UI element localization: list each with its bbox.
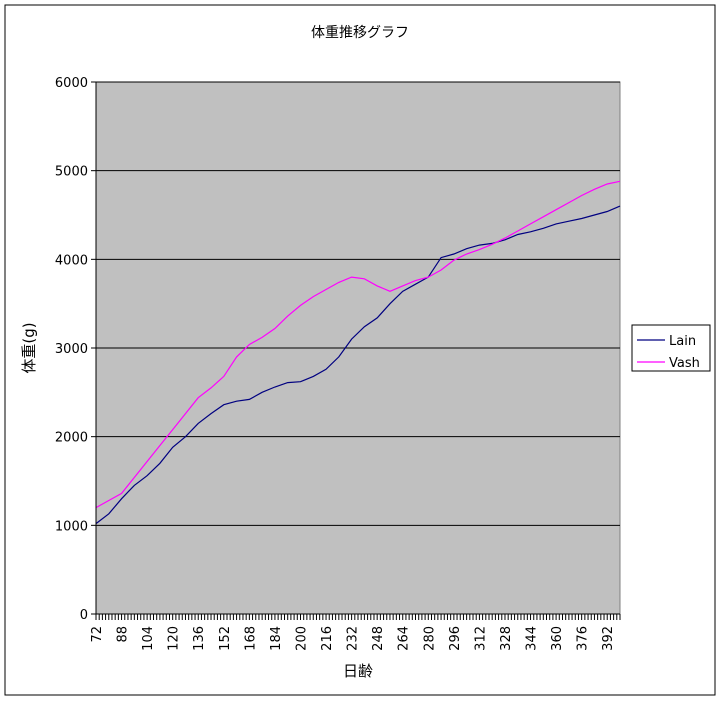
y-tick-label: 6000 [55, 76, 88, 91]
series-line-lain [95, 205, 621, 525]
x-tick-label: 344 [525, 626, 540, 651]
y-axis-label: 体重(g) [20, 322, 38, 373]
x-tick-label: 312 [473, 626, 488, 651]
x-tick-label: 360 [550, 626, 565, 651]
x-tick-label: 376 [576, 626, 591, 651]
x-tick-label: 72 [90, 626, 105, 643]
x-tick-label: 296 [448, 626, 463, 651]
y-tick-label: 0 [80, 608, 88, 623]
chart-title: 体重推移グラフ [311, 25, 409, 41]
x-axis-label: 日齢 [343, 662, 373, 680]
x-tick-label: 184 [269, 626, 284, 651]
y-tick-label: 1000 [55, 519, 88, 534]
grid-lines [96, 81, 620, 526]
legend-label-vash: Vash [669, 356, 700, 371]
x-tick-label: 280 [422, 626, 437, 651]
legend-label-lain: Lain [669, 334, 696, 349]
y-tick-label: 4000 [55, 253, 88, 268]
x-tick-label: 88 [116, 626, 131, 643]
x-tick-label: 232 [346, 626, 361, 651]
x-tick-label: 264 [397, 626, 412, 651]
x-tick-label: 200 [294, 626, 309, 651]
y-tick-label: 2000 [55, 431, 88, 446]
y-tick-label: 3000 [55, 342, 88, 357]
x-tick-label: 248 [371, 626, 386, 651]
x-tick-label: 328 [499, 626, 514, 651]
x-tick-label: 216 [320, 626, 335, 651]
legend: Lain Vash [631, 324, 711, 372]
axis-ticks: 0 1000 2000 3000 4000 5000 6000 72 88 104 120 136 15… [55, 76, 621, 651]
x-tick-label: 392 [601, 626, 616, 651]
x-tick-label: 136 [192, 626, 207, 651]
x-tick-label: 104 [141, 626, 156, 651]
x-tick-label: 168 [243, 626, 258, 651]
y-tick-label: 5000 [55, 165, 88, 180]
legend-box [631, 324, 711, 372]
x-tick-label: 152 [218, 626, 233, 651]
series-lines [95, 180, 621, 525]
series-line-vash [95, 180, 621, 509]
x-tick-label: 120 [167, 626, 182, 651]
